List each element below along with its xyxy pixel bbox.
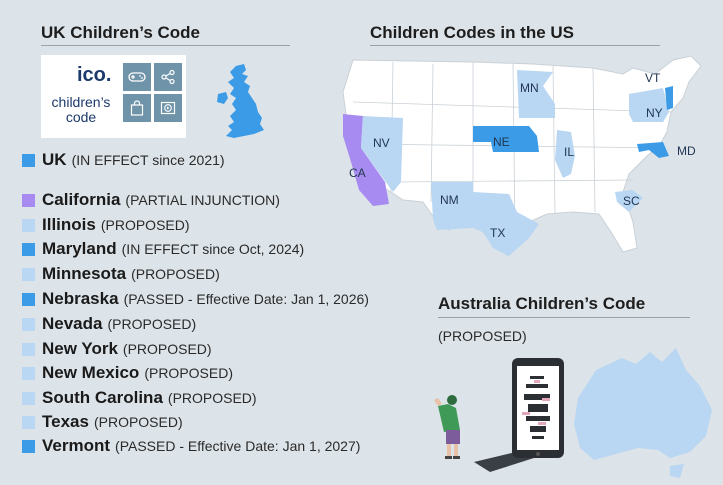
legend-row-texas: Texas (PROPOSED)	[22, 412, 183, 432]
australia-map	[574, 348, 712, 478]
legend-row-new-mexico: New Mexico (PROPOSED)	[22, 363, 233, 383]
legend-swatch	[22, 317, 35, 331]
map-label-ne: NE	[493, 135, 510, 149]
state-ny	[629, 88, 669, 122]
legend-row-nevada: Nevada (PROPOSED)	[22, 314, 196, 334]
ico-logo-line1: children’s	[51, 94, 111, 110]
map-label-ny: NY	[646, 106, 663, 120]
shopping-bag-icon	[123, 94, 151, 122]
legend-name: New York	[42, 339, 118, 358]
state-tx	[437, 192, 539, 256]
legend-name: South Carolina	[42, 388, 163, 407]
legend-name: Texas	[42, 412, 89, 431]
legend-row-new-york: New York (PROPOSED)	[22, 339, 212, 359]
legend-row-maryland: Maryland (IN EFFECT since Oct, 2024)	[22, 239, 304, 259]
legend-status: (PASSED - Effective Date: Jan 1, 2026)	[123, 291, 369, 307]
map-label-nv: NV	[373, 136, 390, 150]
us-heading: Children Codes in the US	[370, 23, 575, 42]
legend-swatch	[22, 366, 35, 380]
state-md	[637, 142, 669, 158]
state-ne	[473, 126, 539, 152]
legend-status: (PROPOSED)	[93, 414, 183, 430]
ico-childrens-code-logo: ico. children’s code	[41, 55, 186, 138]
play-icon	[154, 94, 182, 122]
australia-status: (PROPOSED)	[438, 328, 527, 344]
legend-row-uk: UK (IN EFFECT since 2021)	[22, 150, 225, 170]
uk-map	[217, 64, 264, 138]
state-ca	[343, 114, 389, 206]
map-label-mn: MN	[520, 81, 539, 95]
phone-child-illustration	[434, 358, 564, 472]
legend-swatch	[22, 267, 35, 281]
legend-swatch	[22, 439, 35, 453]
legend-status: (PROPOSED)	[167, 390, 257, 406]
us-map: CA NV NM TX NE MN IL SC NY VT MD	[342, 55, 702, 257]
map-label-ca: CA	[349, 166, 366, 180]
legend-swatch	[22, 242, 35, 256]
legend-name: Nevada	[42, 314, 103, 333]
legend-status: (IN EFFECT since 2021)	[71, 152, 225, 168]
legend-swatch	[22, 193, 35, 207]
legend-status: (PROPOSED)	[131, 266, 220, 282]
gamepad-icon	[123, 63, 151, 91]
map-label-tx: TX	[490, 226, 505, 240]
legend-swatch	[22, 153, 35, 167]
legend-status: (PROPOSED)	[144, 365, 233, 381]
legend-row-illinois: Illinois (PROPOSED)	[22, 215, 190, 235]
map-label-md: MD	[677, 144, 696, 158]
legend-status: (IN EFFECT since Oct, 2024)	[121, 241, 305, 257]
us-heading-rule	[370, 45, 660, 46]
state-nv	[361, 116, 403, 192]
legend-name: Illinois	[42, 215, 96, 234]
legend-row-minnesota: Minnesota (PROPOSED)	[22, 264, 220, 284]
legend-name: Minnesota	[42, 264, 127, 283]
ico-wordmark: ico.	[77, 64, 112, 86]
legend-swatch	[22, 342, 35, 356]
map-label-nm: NM	[440, 193, 459, 207]
ico-logo-subtitle: children’s code	[46, 95, 116, 125]
map-label-il: IL	[564, 145, 574, 159]
legend-name: Vermont	[42, 436, 111, 455]
legend-name: Maryland	[42, 239, 117, 258]
uk-heading-rule	[41, 45, 290, 46]
uk-heading: UK Children’s Code	[41, 23, 200, 42]
legend-row-nebraska: Nebraska (PASSED - Effective Date: Jan 1,…	[22, 289, 369, 309]
australia-heading-rule	[438, 317, 690, 318]
legend-list: UK (IN EFFECT since 2021) California (PARTI…	[22, 0, 442, 485]
legend-name: California	[42, 190, 121, 209]
legend-name: UK	[42, 150, 67, 169]
share-icon	[154, 63, 182, 91]
legend-status: (PASSED - Effective Date: Jan 1, 2027)	[115, 438, 361, 454]
legend-row-south-carolina: South Carolina (PROPOSED)	[22, 388, 257, 408]
legend-status: (PROPOSED)	[100, 217, 190, 233]
ico-logo-line2: code	[65, 109, 97, 125]
legend-name: New Mexico	[42, 363, 140, 382]
state-sc	[615, 190, 643, 212]
legend-swatch	[22, 415, 35, 429]
ico-logo-tiles	[123, 63, 182, 122]
state-mn	[517, 70, 555, 118]
map-label-sc: SC	[623, 194, 640, 208]
legend-status: (PARTIAL INJUNCTION)	[125, 192, 280, 208]
legend-name: Nebraska	[42, 289, 119, 308]
legend-swatch	[22, 292, 35, 306]
legend-row-california: California (PARTIAL INJUNCTION)	[22, 190, 280, 210]
map-label-vt: VT	[645, 71, 661, 85]
legend-swatch	[22, 218, 35, 232]
legend-row-vermont: Vermont (PASSED - Effective Date: Jan 1, …	[22, 436, 360, 456]
child-figure-icon	[434, 395, 460, 459]
legend-swatch	[22, 391, 35, 405]
state-il	[555, 130, 575, 178]
state-nm	[431, 182, 473, 230]
legend-status: (PROPOSED)	[107, 316, 197, 332]
legend-status: (PROPOSED)	[122, 341, 212, 357]
state-vt	[665, 86, 673, 110]
australia-heading: Australia Children’s Code	[438, 294, 646, 313]
